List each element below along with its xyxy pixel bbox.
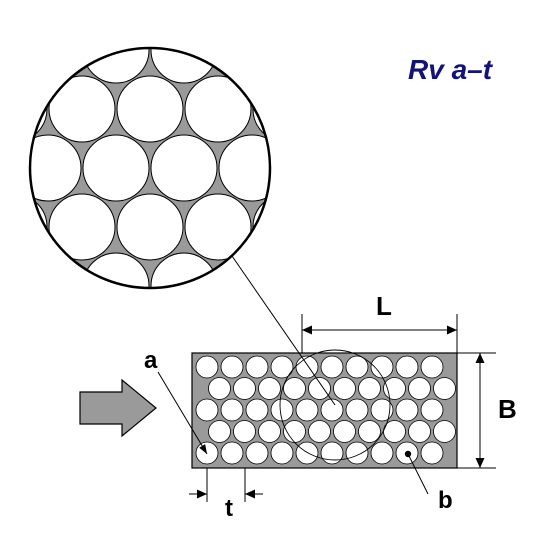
plate-hole [246,356,268,378]
label-b: b [438,487,453,514]
plate-hole [196,399,218,421]
label-L: L [376,291,392,321]
plate-hole [434,421,456,443]
zoom-hole [83,135,149,201]
zoom-hole [83,253,149,319]
plate-hole [234,378,256,400]
plate-hole [334,378,356,400]
plate-hole [209,378,231,400]
diagram-title: Rv a–t [408,54,492,86]
plate-hole [409,421,431,443]
plate-hole [271,442,293,464]
plate-hole [271,356,293,378]
zoom-hole [0,17,13,83]
plate-hole [221,442,243,464]
zoom-hole [253,194,319,260]
zoom-hole [49,194,115,260]
plate-hole [421,356,443,378]
plate-hole [296,442,318,464]
plate-hole [309,421,331,443]
plate-hole [246,442,268,464]
plate-hole [434,378,456,400]
plate-hole [346,399,368,421]
dim-arrowhead [197,490,207,499]
plate-hole [284,378,306,400]
zoom-hole [0,135,13,201]
plate-hole [296,399,318,421]
plate-hole [421,399,443,421]
plate-hole [359,421,381,443]
zoom-hole [185,76,251,142]
zoom-hole [49,76,115,142]
label-t: t [225,495,233,522]
zoom-hole [253,76,319,142]
leader-b-dot [405,451,411,457]
zoom-hole [15,17,81,83]
zoom-hole [287,135,353,201]
plate-hole [321,356,343,378]
plate-hole [346,356,368,378]
plate-hole [259,421,281,443]
plate-hole [196,356,218,378]
label-B: B [498,394,517,424]
zoom-hole [151,17,217,83]
plate-hole [296,356,318,378]
zoom-hole [117,194,183,260]
plate-hole [396,399,418,421]
dim-arrowhead [476,458,485,468]
zoom-hole [287,253,353,319]
plate-hole [371,442,393,464]
plate-hole [321,442,343,464]
plate-hole [246,399,268,421]
direction-arrow-icon [80,380,156,436]
plate-hole [259,378,281,400]
plate-hole [234,421,256,443]
zoom-hole [219,135,285,201]
plate-hole [271,399,293,421]
zoom-hole [355,135,421,201]
plate-hole [384,378,406,400]
zoom-hole [185,194,251,260]
zoom-hole [151,253,217,319]
plate-hole [334,421,356,443]
plate-hole [209,421,231,443]
zoom-hole [83,17,149,83]
label-a: a [144,347,158,374]
plate-hole [321,399,343,421]
zoom-hole [117,76,183,142]
zoom-hole [219,17,285,83]
plate-hole [359,378,381,400]
dim-arrowhead [302,326,312,335]
zoom-hole [151,135,217,201]
plate-hole [221,356,243,378]
zoom-hole [0,253,13,319]
zoom-hole [15,253,81,319]
plate-hole [396,356,418,378]
plate-hole [309,378,331,400]
dim-arrowhead [245,490,255,499]
dim-arrowhead [447,326,457,335]
zoom-hole [321,194,387,260]
plate-hole [196,442,218,464]
plate-hole [221,399,243,421]
plate-hole [409,378,431,400]
plate-hole [421,442,443,464]
plate-hole [346,442,368,464]
dim-arrowhead [476,353,485,363]
zoom-hole [15,135,81,201]
zoom-detail [0,17,421,319]
zoom-hole [287,17,353,83]
zoom-hole [321,76,387,142]
zoom-hole [219,253,285,319]
